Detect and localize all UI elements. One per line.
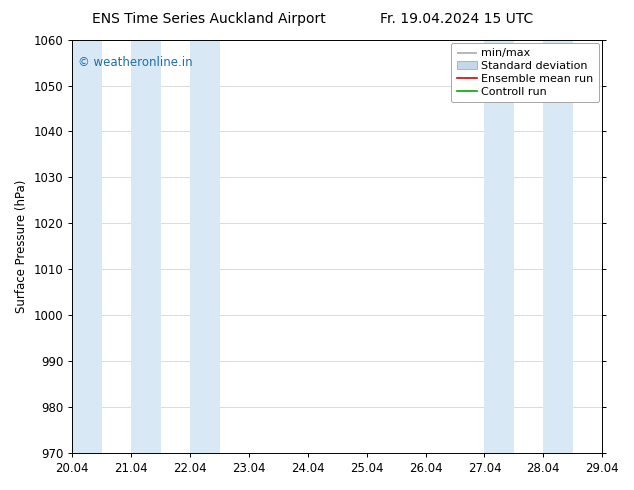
Legend: min/max, Standard deviation, Ensemble mean run, Controll run: min/max, Standard deviation, Ensemble me… xyxy=(451,43,599,102)
Bar xyxy=(543,40,573,453)
Bar xyxy=(602,40,631,453)
Bar xyxy=(131,40,160,453)
Text: ENS Time Series Auckland Airport: ENS Time Series Auckland Airport xyxy=(93,12,326,26)
Bar xyxy=(72,40,102,453)
Text: © weatheronline.in: © weatheronline.in xyxy=(77,56,192,69)
Text: Fr. 19.04.2024 15 UTC: Fr. 19.04.2024 15 UTC xyxy=(380,12,533,26)
Bar xyxy=(190,40,219,453)
Bar xyxy=(484,40,514,453)
Y-axis label: Surface Pressure (hPa): Surface Pressure (hPa) xyxy=(15,180,28,313)
